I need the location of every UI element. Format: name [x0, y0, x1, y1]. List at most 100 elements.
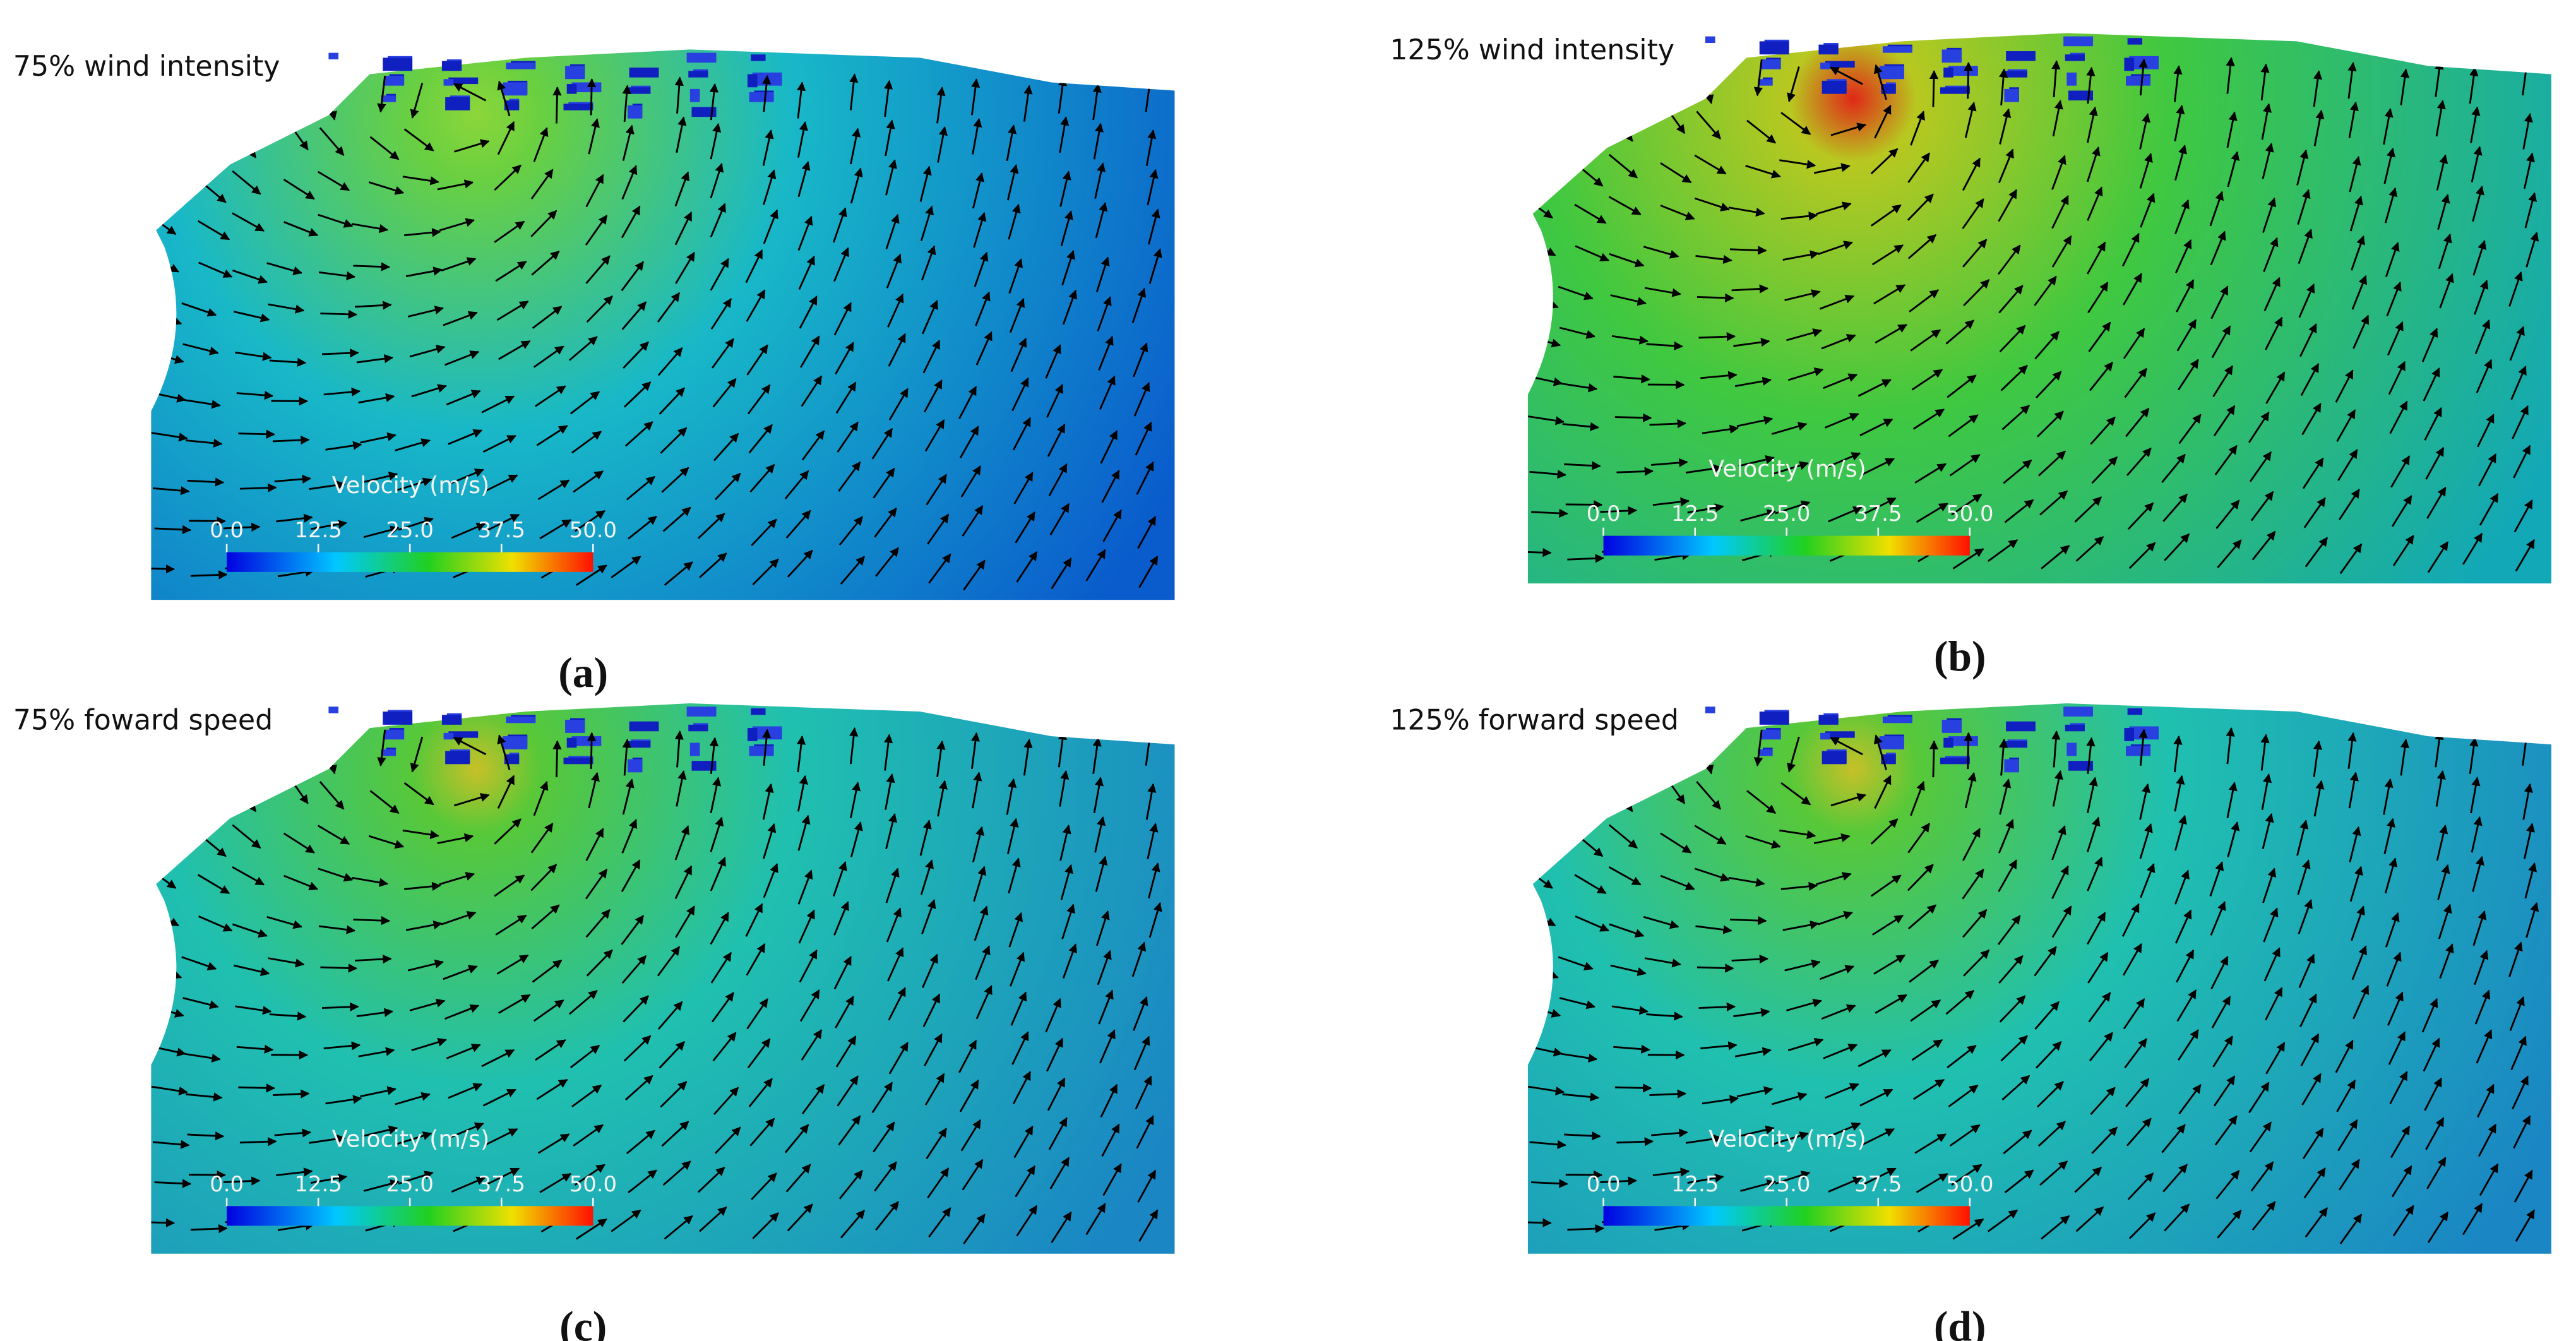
coastline: [686, 52, 717, 63]
wind-arrow: [1773, 461, 1809, 475]
wind-arrow: [2387, 991, 2404, 1026]
wind-arrow: [152, 1140, 190, 1149]
wind-arrow: [1060, 864, 1073, 900]
wind-arrow: [1085, 1203, 1106, 1236]
wind-arrow: [403, 782, 434, 806]
wind-arrow: [2127, 502, 2154, 530]
wind-arrow: [2385, 242, 2400, 278]
wind-arrow: [585, 215, 608, 246]
wind-arrow: [1952, 1218, 1984, 1240]
coastline: [1881, 754, 1896, 765]
colorbar-tick-label: 25.0: [386, 518, 434, 542]
wind-arrow: [2052, 100, 2063, 137]
wind-arrow: [2139, 823, 2153, 859]
wind-arrow: [1095, 910, 1110, 946]
wind-arrow: [1700, 371, 1738, 380]
wind-arrow: [2211, 996, 2231, 1028]
wind-arrow: [2476, 1029, 2493, 1064]
wind-arrow: [2348, 101, 2359, 138]
wind-arrow: [710, 856, 726, 891]
wind-arrow: [1015, 1165, 1036, 1198]
wind-arrow: [1600, 1176, 1638, 1186]
wind-arrow: [2128, 1212, 2156, 1239]
wind-arrow: [2250, 491, 2274, 522]
wind-arrow: [368, 835, 405, 849]
wind-arrow: [886, 253, 902, 289]
coastline: [1943, 737, 1953, 748]
wind-arrow: [975, 945, 991, 980]
wind-arrow: [266, 262, 303, 275]
wind-arrow: [1963, 279, 1990, 306]
wind-arrow: [494, 818, 522, 845]
wind-arrow: [274, 474, 312, 484]
wind-arrow: [2391, 495, 2412, 527]
wind-arrow: [321, 1002, 359, 1011]
wind-arrow: [1059, 824, 1071, 861]
wind-arrow: [323, 1041, 361, 1051]
wind-arrow: [441, 257, 477, 271]
wind-arrow: [1576, 775, 1598, 806]
wind-arrow: [2265, 316, 2283, 350]
wind-arrow: [850, 782, 861, 818]
wind-arrow: [1947, 1044, 1977, 1069]
wind-arrow: [437, 179, 474, 191]
wind-arrow: [2213, 1075, 2236, 1107]
wind-arrow: [2389, 400, 2408, 434]
wind-arrow: [621, 915, 645, 945]
wind-arrow: [2462, 1203, 2483, 1236]
wind-arrow: [674, 825, 690, 861]
wind-arrow: [919, 820, 932, 856]
wind-arrow: [2335, 1039, 2354, 1073]
wind-arrow: [787, 549, 813, 578]
wind-arrow: [569, 391, 600, 415]
wind-arrow: [239, 483, 277, 492]
wind-arrow: [1609, 923, 1645, 938]
wind-arrow: [2296, 820, 2309, 856]
wind-arrow: [1058, 730, 1068, 768]
wind-arrow: [1561, 1052, 1598, 1063]
wind-arrow: [437, 833, 474, 845]
coastline: [2006, 721, 2036, 732]
wind-arrow: [1131, 941, 1147, 977]
wind-arrow: [398, 516, 434, 531]
panel: 75% wind intensity (a) Velocity (m/s) 0.0 12…: [13, 49, 1175, 696]
wind-arrow: [1561, 383, 1598, 393]
wind-arrow: [888, 388, 909, 420]
wind-arrow: [1527, 1218, 1552, 1227]
wind-arrow: [2510, 366, 2527, 400]
wind-arrow: [2392, 534, 2414, 566]
wind-arrow: [574, 1164, 605, 1186]
wind-arrow: [377, 729, 386, 767]
wind-arrow: [395, 1092, 431, 1106]
wind-arrow: [973, 212, 987, 248]
wind-arrow: [2051, 825, 2066, 861]
wind-arrow: [973, 866, 987, 902]
wind-arrow: [537, 1133, 570, 1154]
wind-arrow: [2352, 314, 2370, 349]
wind-arrow: [974, 251, 989, 287]
wind-arrow: [886, 907, 902, 943]
coastline: [751, 708, 766, 715]
wind-arrow: [1095, 201, 1108, 239]
wind-arrow: [576, 564, 607, 586]
wind-arrow: [1948, 1084, 1979, 1108]
wind-arrow: [835, 381, 857, 414]
wind-arrow: [2383, 778, 2394, 815]
coastline: [747, 74, 758, 88]
wind-arrow: [920, 859, 934, 895]
wind-arrow: [1610, 294, 1647, 306]
wind-arrow: [2470, 777, 2481, 814]
wind-arrow: [1578, 733, 1593, 769]
wind-arrow: [309, 1134, 346, 1144]
wind-arrow: [2435, 730, 2444, 768]
wind-arrow: [532, 959, 563, 983]
wind-arrow: [657, 1001, 683, 1030]
wind-arrow: [2523, 823, 2535, 859]
coastline: [2126, 746, 2151, 756]
wind-arrow: [187, 1131, 225, 1141]
wind-arrow: [407, 306, 444, 318]
wind-arrow: [1558, 285, 1594, 301]
wind-arrow: [1871, 244, 1904, 266]
colorbar-tick-label: 37.5: [478, 518, 525, 542]
wind-arrow: [748, 424, 773, 454]
